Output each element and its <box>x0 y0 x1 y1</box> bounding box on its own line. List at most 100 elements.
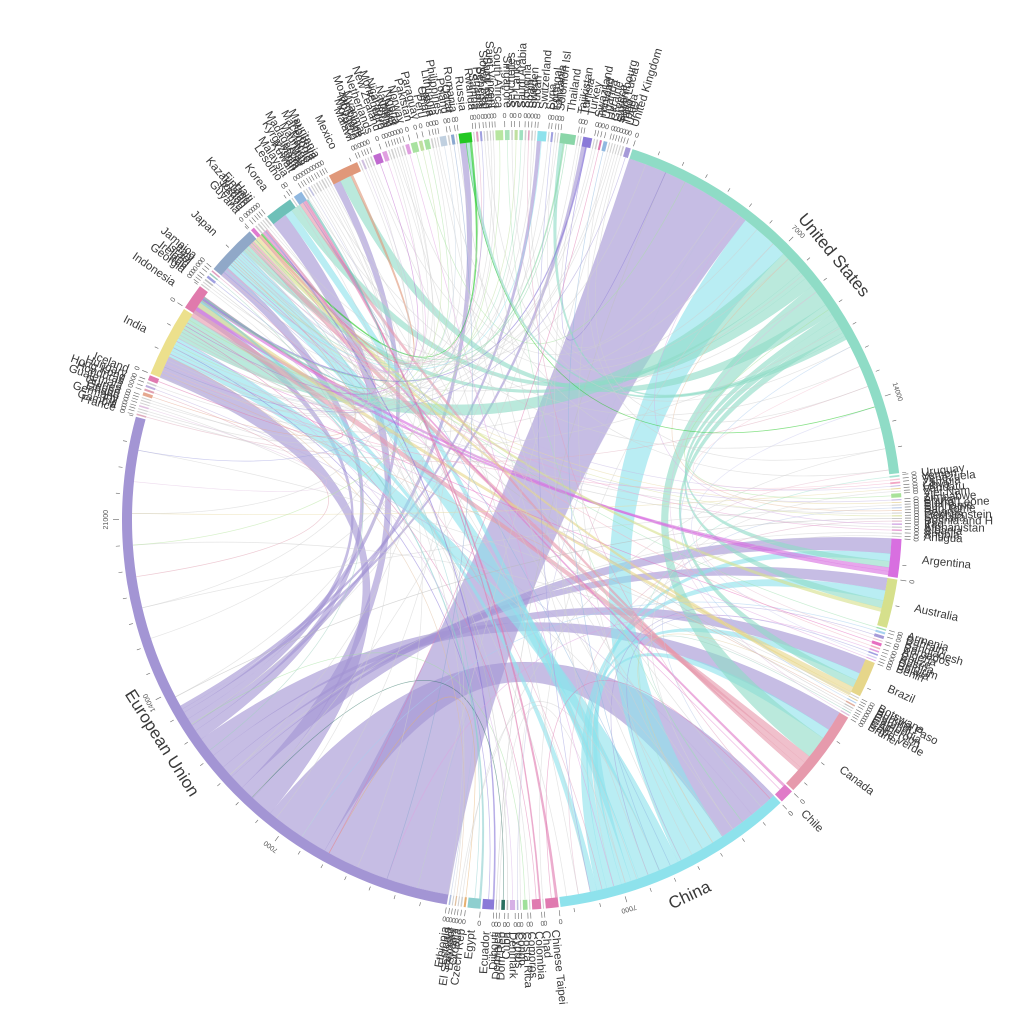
arc-portugal <box>550 131 554 143</box>
tick-mark <box>604 132 607 139</box>
tick-label: 0 <box>863 708 871 715</box>
tick-label: 0 <box>280 183 287 191</box>
group-label-spain: Spain <box>524 79 537 109</box>
tick-label: 0 <box>238 216 246 224</box>
arc-myanmar <box>369 156 376 167</box>
group-label-sao-tome: Sao Tome <box>924 503 976 516</box>
tick-mark <box>320 864 324 869</box>
group-label-eswatini: Eswatini <box>443 927 461 971</box>
arc-suriname <box>891 507 902 509</box>
tick-label: 0 <box>314 162 321 170</box>
tick-label: 0 <box>889 650 897 656</box>
group-label-samoa: Samoa <box>466 73 481 111</box>
tick-mark <box>166 323 171 326</box>
tick-label: 0 <box>594 122 599 130</box>
arc-hungary <box>146 381 157 387</box>
link-syria <box>191 141 549 725</box>
tick-mark <box>306 177 310 184</box>
link-nepal <box>397 157 741 355</box>
link-tajikistan <box>251 145 577 798</box>
tick-mark <box>454 125 456 132</box>
arc-austria <box>869 647 880 653</box>
tick-label: 0 <box>884 665 892 671</box>
arc-canada <box>786 712 849 791</box>
tick-mark <box>244 223 250 229</box>
tick-mark <box>454 908 456 915</box>
tick-mark <box>138 379 145 383</box>
tick-label: 0 <box>480 114 484 121</box>
tick-mark <box>902 477 909 479</box>
group-label-fiji: Fiji <box>101 392 119 408</box>
tick-mark <box>673 877 677 882</box>
tick-mark <box>194 281 198 285</box>
link-paraguay <box>174 150 442 402</box>
tick-mark <box>898 445 903 448</box>
tick-label: 0 <box>517 920 521 927</box>
arc-saint-lucia <box>611 143 616 154</box>
tick-mark <box>902 473 909 475</box>
tick-label: 0 <box>893 637 901 643</box>
tick-mark <box>139 376 146 380</box>
group-label-costa-rica: Costa Rica <box>520 932 534 989</box>
tick-label: 0 <box>300 170 307 178</box>
arc-slovak-rep <box>486 130 489 141</box>
link-solomon-isl <box>178 142 558 398</box>
group-label-bhutan: Bhutan <box>923 494 960 508</box>
tick-label: 0 <box>892 642 900 648</box>
tick-mark <box>313 173 318 179</box>
tick-label: 0 <box>615 127 621 135</box>
tick-mark <box>308 176 313 182</box>
arc-new-zealand <box>382 150 390 162</box>
link-switzerland <box>225 141 542 370</box>
link-georgia <box>209 289 567 897</box>
arc-fiji <box>138 408 148 412</box>
tick-mark <box>615 134 618 141</box>
tick-mark <box>600 131 603 138</box>
arc-senegal <box>483 130 486 142</box>
tick-mark <box>256 213 261 219</box>
tick-label: 0 <box>129 379 137 385</box>
tick-label: 0 <box>357 142 363 150</box>
arc-mongolia <box>364 158 370 169</box>
tick-mark <box>385 141 388 148</box>
arc-sudan <box>534 130 536 141</box>
arc-gabon <box>140 399 151 404</box>
arc-norway <box>405 143 412 155</box>
tick-label: 0 <box>895 631 903 637</box>
arc-qatar <box>450 134 456 145</box>
tick-mark <box>204 265 210 270</box>
group-label-albania: Albania <box>924 525 963 538</box>
tick-label: 0 <box>891 645 899 651</box>
link-uganda <box>328 149 600 854</box>
tick-label: 0 <box>195 262 203 270</box>
tick-mark <box>558 910 561 917</box>
group-label-estonia: Estonia <box>437 926 455 966</box>
link-finland <box>268 164 647 360</box>
tick-mark <box>249 219 254 225</box>
link-eswatini <box>459 448 886 897</box>
arc-russia <box>458 132 473 144</box>
arc-korea <box>267 199 296 225</box>
tick-mark <box>885 641 892 644</box>
group-label-dom-rep: Dom Rep <box>495 932 508 981</box>
tick-mark <box>274 836 279 842</box>
arc-djibouti <box>495 899 498 910</box>
tick-label: 0 <box>445 915 450 923</box>
tick-mark <box>390 139 394 146</box>
group-label-saint-vincent: Saint Vincent <box>483 41 498 110</box>
tick-label: 0 <box>362 140 368 148</box>
arc-uruguay <box>889 474 900 478</box>
tick-label: 0 <box>912 537 919 541</box>
tick-label: 0 <box>886 659 894 665</box>
arc-luxembourg <box>609 143 613 153</box>
tick-label: 0 <box>523 113 527 120</box>
tick-label: 0 <box>491 920 495 927</box>
arc-libya <box>890 487 901 490</box>
link-yemen <box>693 366 890 489</box>
tick-label: 0 <box>597 122 602 130</box>
link-philippines <box>170 145 456 406</box>
tick-label: 0 <box>126 388 134 394</box>
link-mauritius <box>321 191 860 416</box>
tick-mark <box>297 183 302 189</box>
tick-label: 0 <box>547 114 552 121</box>
